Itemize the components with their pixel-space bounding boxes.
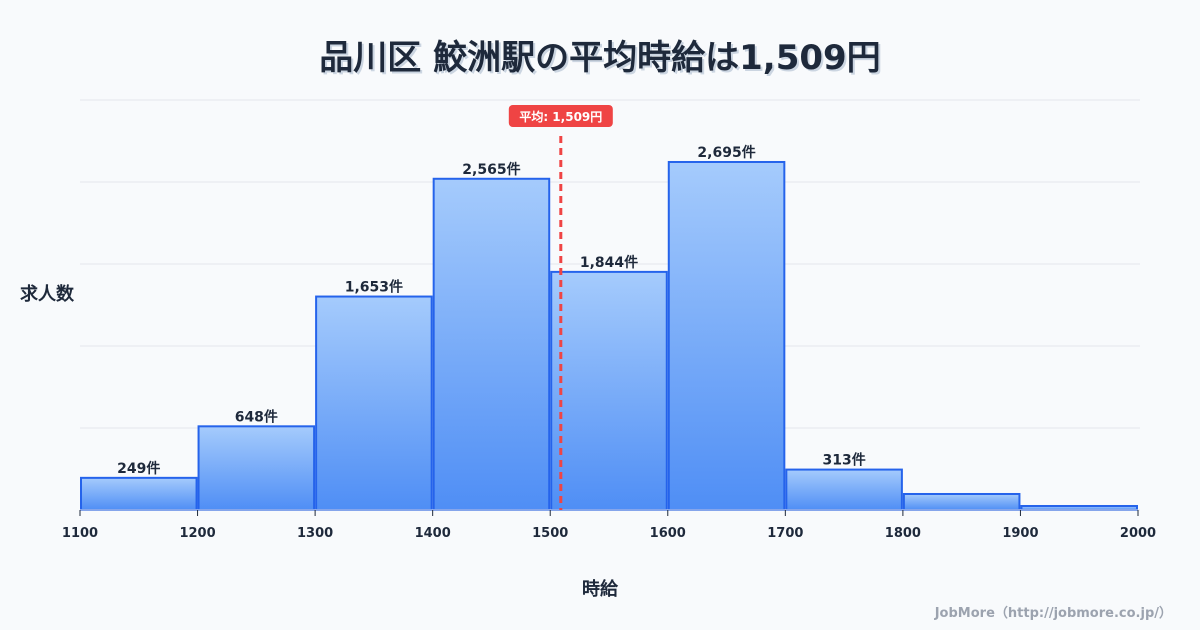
bar-label: 1,844件 [580, 254, 638, 271]
bar [785, 468, 903, 512]
x-tick-label: 1300 [297, 526, 333, 541]
x-tick-label: 1900 [1002, 526, 1038, 541]
bar-label: 2,565件 [462, 161, 520, 178]
bar-label: 2,695件 [697, 144, 755, 161]
bar-label: 1,653件 [345, 279, 403, 296]
bar [432, 177, 551, 511]
bar [902, 492, 1021, 511]
x-axis-label: 時給 [582, 579, 618, 600]
y-axis-label: 求人数 [20, 284, 74, 305]
bar-label: 249件 [117, 460, 160, 477]
mean-badge [508, 105, 613, 127]
bar-label: 648件 [235, 408, 278, 425]
mean-label: 平均: 1,509円 [519, 109, 602, 124]
x-tick-label: 1600 [650, 526, 686, 541]
bar [197, 425, 316, 511]
credit-text: JobMore（http://jobmore.co.jp/） [934, 606, 1172, 621]
x-tick-label: 1400 [415, 526, 451, 541]
x-tick-label: 2000 [1120, 526, 1156, 541]
bar [80, 476, 198, 512]
bar [550, 270, 668, 511]
x-tick-label: 1100 [62, 526, 98, 541]
x-tick-label: 1500 [532, 526, 568, 541]
bar [667, 160, 786, 511]
x-tick-label: 1200 [179, 526, 215, 541]
x-tick-label: 1700 [767, 526, 803, 541]
bar-label: 313件 [822, 452, 865, 469]
chart-title: 品川区 鮫洲駅の平均時給は1,509円 [319, 38, 881, 78]
x-tick-label: 1800 [885, 526, 921, 541]
bar [315, 295, 433, 511]
bar [1020, 504, 1139, 512]
